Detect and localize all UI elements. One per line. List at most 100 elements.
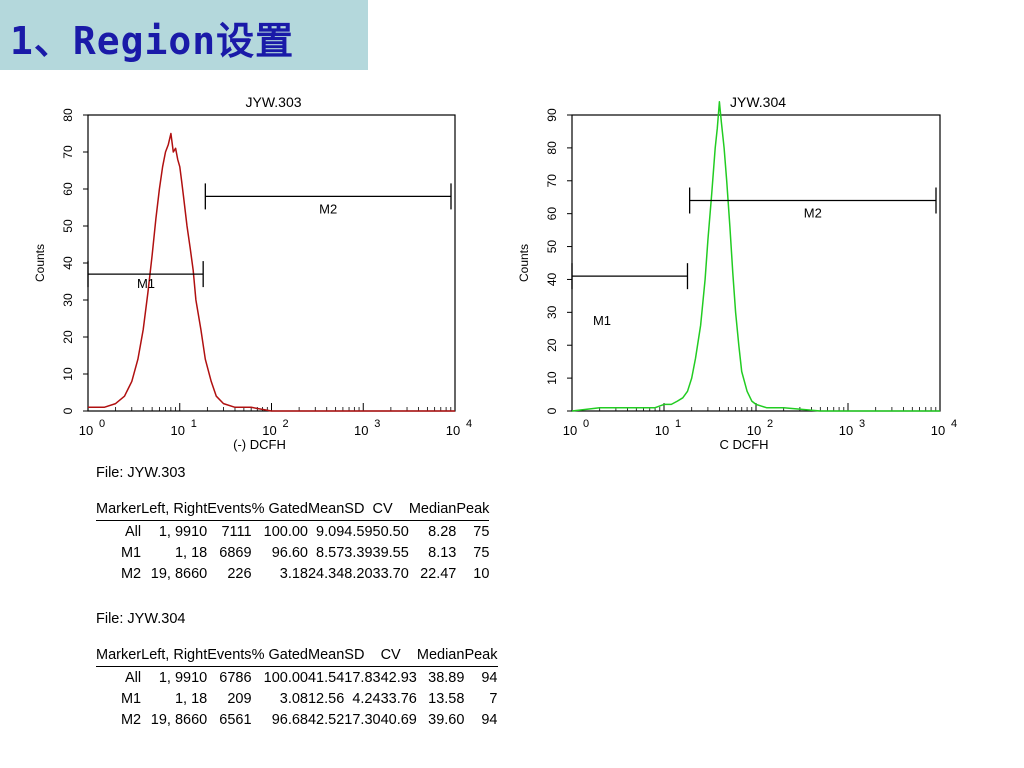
y-tick-label: 20: [61, 330, 75, 344]
y-tick-label: 30: [545, 305, 559, 319]
x-tick-exponent: 0: [583, 418, 589, 430]
header-events: Events: [207, 501, 252, 517]
cell-peak: 94: [481, 669, 498, 686]
header-mean: Mean: [307, 501, 345, 517]
y-tick-label: 90: [545, 108, 559, 122]
cell-peak: 94: [481, 711, 498, 728]
cell-mean: 12.56: [307, 690, 345, 707]
cell-gated: 100.00: [263, 523, 308, 540]
x-tick-exponent: 1: [191, 418, 197, 430]
cell-gated: 3.08: [279, 690, 308, 707]
title-banner: 1、Region设置: [0, 0, 368, 70]
header-cv: CV: [380, 647, 401, 663]
x-tick-label: 10: [747, 423, 761, 438]
header-left-right: Left, Right: [141, 647, 208, 663]
marker-label: M2: [319, 201, 337, 216]
cell-gated: 96.60: [271, 544, 308, 561]
header-peak: Peak: [464, 647, 498, 663]
cell-marker: M1: [120, 544, 142, 561]
cell-events: 226: [227, 565, 252, 582]
y-tick-label: 40: [61, 256, 75, 270]
y-tick-label: 60: [61, 182, 75, 196]
y-axis-label: Counts: [33, 244, 47, 282]
table-header-row: Marker Left, Right Events % Gated Mean S…: [96, 644, 498, 667]
y-tick-label: 40: [545, 272, 559, 286]
cell-cv: 39.55: [372, 544, 409, 561]
header-cv: CV: [372, 501, 393, 517]
cell-sd: 8.20: [344, 565, 373, 582]
cell-sd: 17.83: [344, 669, 381, 686]
histogram-1: JYW.304 0 10 20 30 40 50 60 70 80 90 Counts 10 0 10 1 10…: [517, 94, 957, 452]
plot-frame: [87, 114, 456, 412]
table-row: All 1, 9910 7111 100.00 9.09 4.59 50.50 8.28 75: [96, 521, 489, 543]
slide-title: 1、Region设置: [10, 19, 295, 63]
header-median: Median: [408, 501, 457, 517]
cell-sd: 17.30: [344, 711, 381, 728]
header-marker: Marker: [96, 501, 142, 517]
cell-sd: 3.39: [344, 544, 373, 561]
header-events: Events: [207, 647, 252, 663]
header-gated: % Gated: [251, 501, 308, 517]
x-tick-label: 10: [354, 423, 368, 438]
cell-marker: M1: [120, 690, 142, 707]
cell-mean: 42.52: [307, 711, 345, 728]
y-tick-label: 0: [61, 407, 75, 414]
x-tick-label: 10: [171, 423, 185, 438]
x-tick-exponent: 2: [767, 418, 773, 430]
cell-left-right: 1, 9910: [158, 669, 208, 686]
y-tick-label: 60: [545, 207, 559, 221]
cell-events: 6869: [219, 544, 252, 561]
y-tick-label: 30: [61, 293, 75, 307]
y-tick-label: 10: [545, 371, 559, 385]
header-sd: SD: [344, 501, 365, 517]
cell-peak: 10: [473, 565, 490, 582]
y-tick-label: 50: [545, 240, 559, 254]
header-median: Median: [416, 647, 465, 663]
cell-peak: 75: [473, 544, 490, 561]
file-label: File: JYW.303: [96, 465, 186, 481]
x-tick-label: 10: [262, 423, 276, 438]
x-tick-label: 10: [931, 423, 945, 438]
cell-events: 7111: [221, 523, 252, 540]
x-tick-exponent: 1: [675, 418, 681, 430]
cell-median: 39.60: [428, 711, 465, 728]
x-tick-exponent: 4: [951, 418, 957, 430]
histogram-line: [571, 101, 940, 412]
x-tick-exponent: 3: [374, 418, 380, 430]
cell-median: 38.89: [428, 669, 465, 686]
cell-mean: 9.09: [316, 523, 345, 540]
cell-events: 209: [227, 690, 252, 707]
cell-sd: 4.24: [352, 690, 381, 707]
cell-left-right: 1, 18: [174, 544, 208, 561]
x-tick-exponent: 4: [466, 418, 472, 430]
y-tick-label: 50: [61, 219, 75, 233]
cell-left-right: 19, 8660: [150, 711, 208, 728]
table-row: M2 19, 8660 226 3.18 24.34 8.20 33.70 22.47 10: [96, 563, 489, 584]
table-header-row: Marker Left, Right Events % Gated Mean S…: [96, 498, 490, 521]
stats-table: Marker Left, Right Events % Gated Mean S…: [96, 644, 498, 730]
cell-events: 6561: [219, 711, 252, 728]
x-tick-label: 10: [655, 423, 669, 438]
table-row: M2 19, 8660 6561 96.68 42.52 17.30 40.69 39.60 9…: [96, 709, 498, 730]
y-axis-label: Counts: [517, 244, 531, 282]
cell-events: 6786: [219, 669, 252, 686]
cell-gated: 3.18: [279, 565, 308, 582]
header-mean: Mean: [307, 647, 345, 663]
cell-gated: 100.00: [263, 669, 308, 686]
cell-median: 13.58: [428, 690, 465, 707]
y-tick-label: 20: [545, 338, 559, 352]
cell-median: 8.13: [428, 544, 457, 561]
y-tick-label: 70: [61, 145, 75, 159]
table-row: All 1, 9910 6786 100.00 41.54 17.83 42.93 38.89…: [96, 667, 498, 689]
x-tick-label: 10: [446, 423, 460, 438]
x-tick-exponent: 3: [859, 418, 865, 430]
cell-marker: M2: [120, 565, 142, 582]
cell-mean: 8.57: [316, 544, 345, 561]
file-label: File: JYW.304: [96, 611, 186, 627]
x-axis-label: (-) DCFH: [233, 437, 286, 452]
y-tick-label: 70: [545, 174, 559, 188]
x-tick-exponent: 0: [99, 418, 105, 430]
y-tick-label: 80: [61, 108, 75, 122]
cell-peak: 7: [489, 690, 498, 707]
